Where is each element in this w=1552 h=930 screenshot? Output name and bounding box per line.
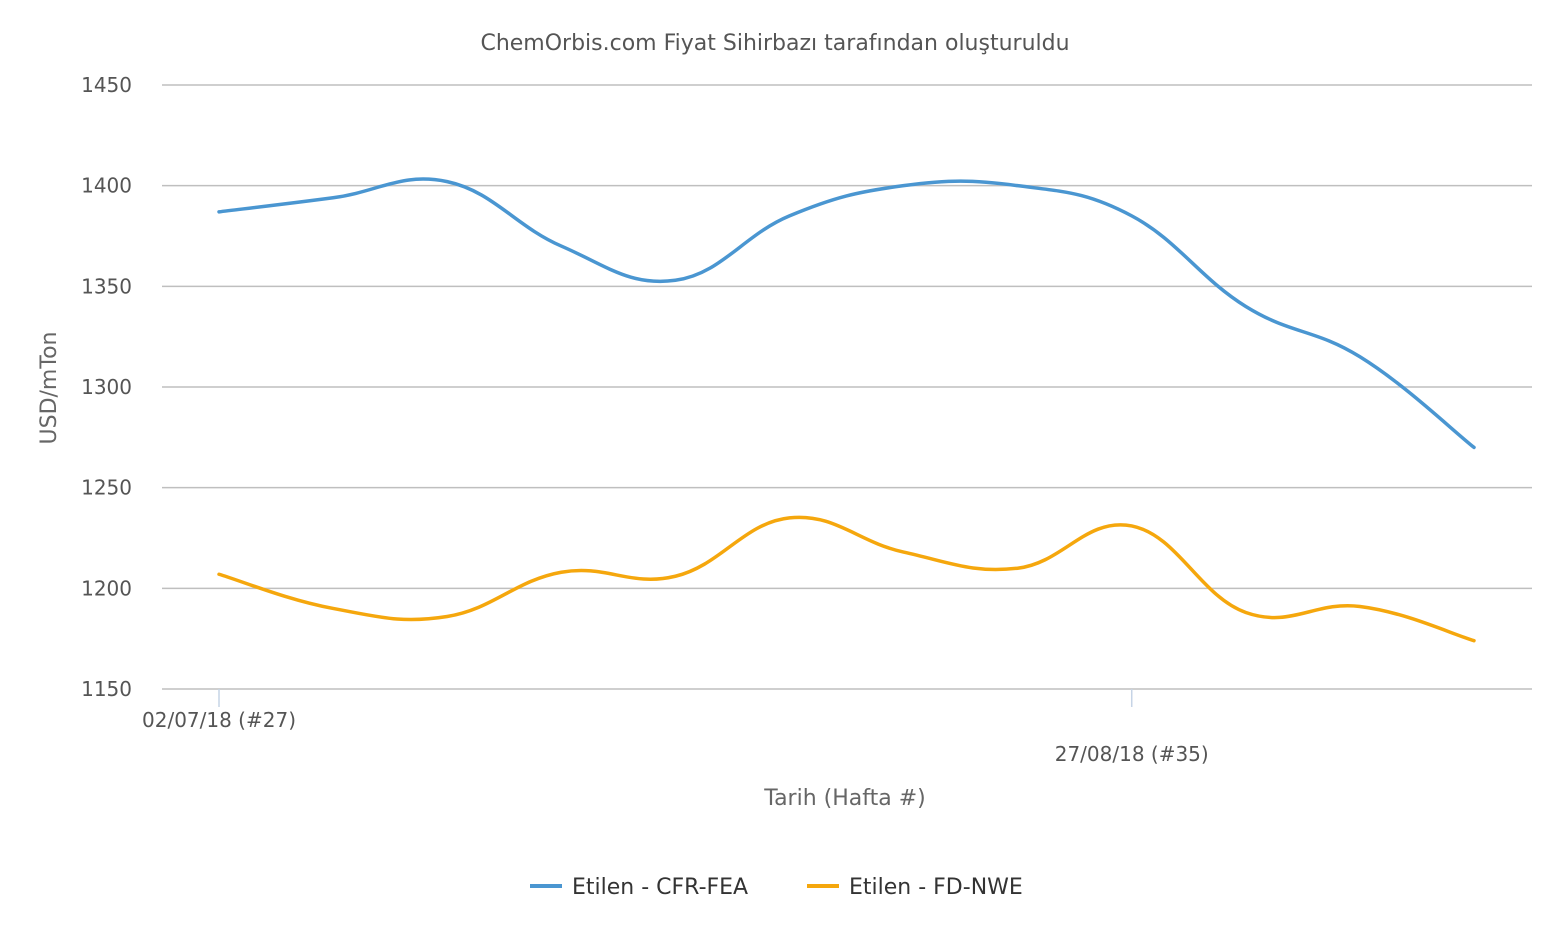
y-tick-label: 1350 [81, 274, 132, 298]
y-tick-label: 1250 [81, 476, 132, 500]
y-tick-label: 1200 [81, 576, 132, 600]
series-line-2 [217, 515, 1476, 643]
series-lines [217, 177, 1476, 643]
chart-title: ChemOrbis.com Fiyat Sihirbazı tarafından… [480, 31, 1069, 56]
y-axis-ticks: 1450 1400 1350 1300 1250 1200 1150 [81, 73, 132, 701]
y-tick-label: 1300 [81, 375, 132, 399]
legend-label: Etilen - CFR-FEA [572, 875, 748, 900]
y-tick-label: 1400 [81, 174, 132, 198]
series-line-1 [217, 177, 1476, 450]
y-tick-label: 1150 [81, 677, 132, 701]
x-tick-label: 02/07/18 (#27) [142, 708, 296, 732]
legend-item[interactable]: Etilen - CFR-FEA [530, 875, 748, 900]
x-tick-label: 27/08/18 (#35) [1055, 742, 1209, 766]
x-axis-label: Tarih (Hafta #) [763, 786, 925, 811]
grid-lines [162, 84, 1532, 690]
legend-item[interactable]: Etilen - FD-NWE [807, 875, 1023, 900]
legend: Etilen - CFR-FEA Etilen - FD-NWE [530, 875, 1023, 900]
x-axis-ticks: 02/07/18 (#27) 27/08/18 (#35) [142, 689, 1209, 766]
legend-label: Etilen - FD-NWE [849, 875, 1023, 900]
y-axis-label: USD/mTon [37, 332, 62, 445]
y-tick-label: 1450 [81, 73, 132, 97]
